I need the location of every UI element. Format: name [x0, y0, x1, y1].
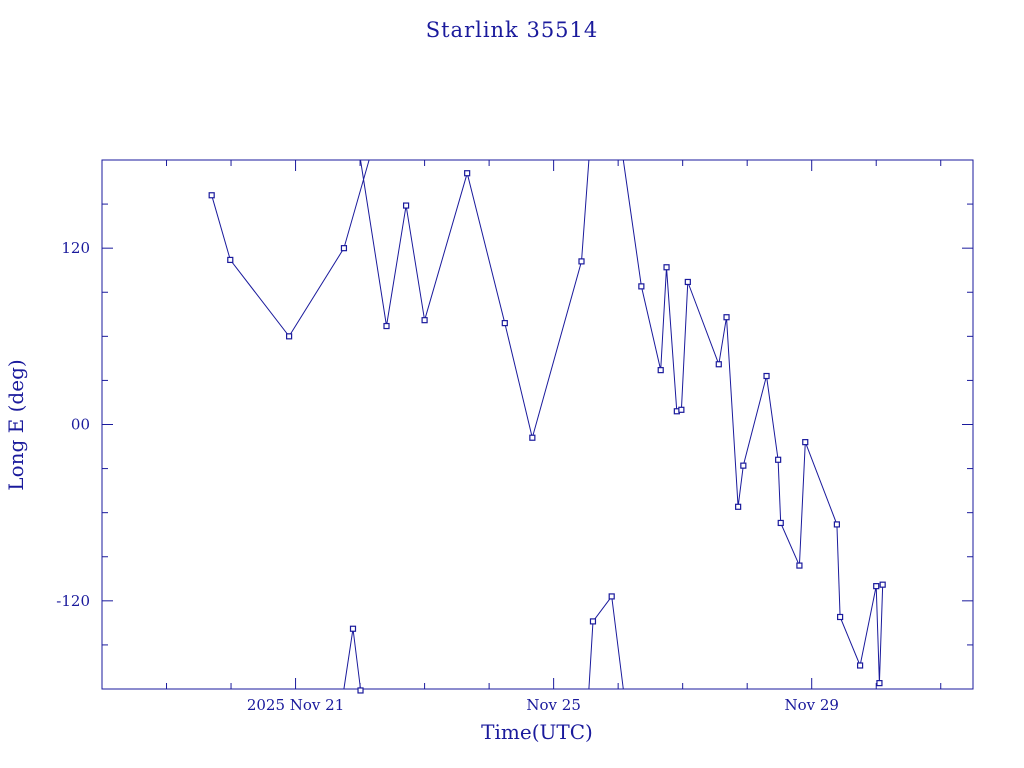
data-point — [684, 278, 691, 286]
series-line — [211, 159, 884, 690]
data-point — [383, 322, 390, 330]
series-segment — [360, 159, 590, 440]
y-tick-label: -120 — [56, 592, 90, 610]
data-point — [740, 462, 747, 469]
data-point — [802, 439, 809, 446]
series-markers — [208, 170, 886, 694]
x-tick-label: 2025 Nov 21 — [247, 696, 344, 714]
data-point — [873, 583, 880, 590]
data-point — [464, 170, 471, 177]
series-segment — [588, 595, 624, 690]
data-point — [340, 245, 348, 252]
data-point — [796, 562, 803, 569]
data-point — [833, 521, 840, 528]
y-axis-label: Long E (deg) — [4, 359, 28, 490]
data-point — [837, 613, 844, 621]
data-point — [578, 258, 585, 265]
data-point — [775, 456, 782, 463]
data-point — [529, 434, 536, 441]
data-point — [286, 333, 293, 340]
data-point — [657, 367, 664, 374]
y-tick-label: 00 — [71, 416, 90, 434]
x-axis-label: Time(UTC) — [481, 720, 593, 744]
data-point — [349, 625, 357, 632]
plot-frame — [101, 159, 974, 690]
data-point — [735, 503, 742, 510]
series-segment — [622, 159, 884, 684]
data-point — [402, 202, 410, 209]
tick-labels: 2025 Nov 21 Nov 25 Nov 29 120 00 -120 — [56, 239, 839, 714]
data-point — [879, 581, 886, 588]
data-point — [589, 618, 597, 625]
data-point — [763, 372, 770, 380]
data-point — [678, 406, 685, 413]
data-point — [876, 680, 883, 687]
data-point — [357, 687, 364, 694]
chart-title: Starlink 35514 — [426, 18, 599, 42]
data-point — [421, 317, 428, 324]
data-point — [777, 519, 784, 527]
y-tick-label: 120 — [61, 239, 90, 257]
data-point — [723, 314, 730, 321]
data-point — [227, 256, 234, 264]
data-point — [501, 320, 508, 327]
data-point — [638, 283, 645, 290]
data-point — [608, 593, 615, 600]
x-tick-label: Nov 29 — [784, 696, 839, 714]
data-point — [856, 662, 864, 669]
x-tick-label: Nov 25 — [526, 696, 581, 714]
data-point — [715, 361, 722, 368]
data-point — [208, 192, 215, 199]
series-segment — [343, 628, 361, 690]
data-point — [663, 264, 670, 271]
axis-ticks — [102, 160, 973, 689]
